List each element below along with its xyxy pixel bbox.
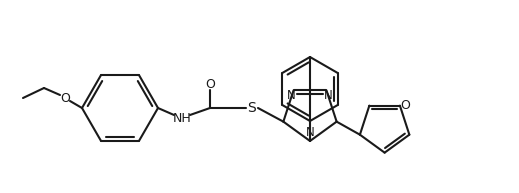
- Text: O: O: [205, 79, 215, 91]
- Text: N: N: [324, 89, 333, 102]
- Text: NH: NH: [173, 112, 192, 124]
- Text: N: N: [306, 126, 315, 140]
- Text: O: O: [400, 99, 410, 112]
- Text: S: S: [248, 101, 256, 115]
- Text: O: O: [60, 91, 70, 104]
- Text: N: N: [287, 89, 296, 102]
